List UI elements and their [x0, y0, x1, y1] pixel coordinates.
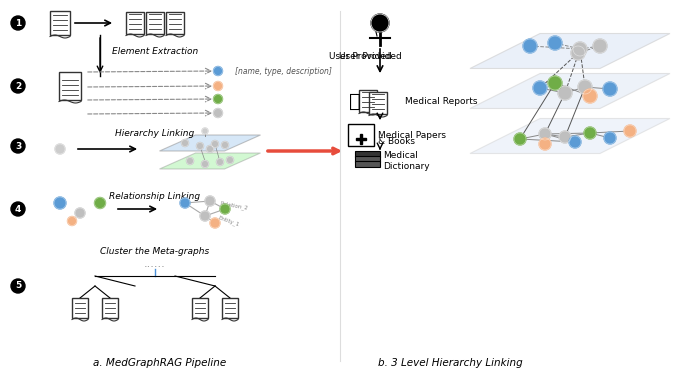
FancyBboxPatch shape: [102, 298, 118, 318]
FancyBboxPatch shape: [59, 72, 81, 100]
Circle shape: [548, 36, 562, 50]
Circle shape: [539, 128, 551, 140]
Circle shape: [371, 14, 389, 32]
Text: a. MedGraphRAG Pipeline: a. MedGraphRAG Pipeline: [94, 358, 226, 368]
Circle shape: [202, 128, 208, 134]
Circle shape: [94, 197, 106, 208]
Circle shape: [197, 142, 203, 149]
Circle shape: [216, 158, 224, 165]
Text: & Books: & Books: [378, 136, 415, 146]
Circle shape: [523, 39, 537, 53]
Circle shape: [573, 42, 587, 56]
Circle shape: [214, 82, 222, 91]
Circle shape: [533, 81, 547, 95]
Circle shape: [11, 202, 25, 216]
FancyBboxPatch shape: [192, 298, 208, 318]
Circle shape: [186, 157, 193, 165]
Text: 4: 4: [15, 205, 21, 213]
Circle shape: [75, 208, 85, 218]
Circle shape: [54, 197, 66, 209]
Circle shape: [578, 80, 592, 94]
Circle shape: [539, 138, 551, 150]
FancyBboxPatch shape: [369, 92, 387, 114]
FancyBboxPatch shape: [359, 90, 377, 112]
Circle shape: [55, 144, 65, 154]
Text: Medical Reports: Medical Reports: [405, 96, 477, 106]
Circle shape: [583, 89, 597, 103]
Text: [name, type, description]: [name, type, description]: [235, 67, 332, 75]
FancyBboxPatch shape: [355, 150, 380, 157]
Bar: [356, 138, 366, 140]
FancyBboxPatch shape: [348, 124, 374, 146]
Text: ......: ......: [144, 259, 166, 269]
Text: 2: 2: [15, 82, 21, 91]
Circle shape: [593, 39, 607, 53]
Text: Medical Papers: Medical Papers: [378, 131, 446, 139]
Text: 5: 5: [15, 282, 21, 290]
Text: User Provided: User Provided: [329, 51, 391, 61]
Text: Relationship Linking: Relationship Linking: [109, 192, 201, 200]
Circle shape: [604, 132, 616, 144]
Polygon shape: [159, 153, 260, 169]
Circle shape: [584, 127, 596, 139]
Text: Medical
Dictionary: Medical Dictionary: [383, 151, 430, 171]
Circle shape: [207, 146, 214, 152]
Bar: [360, 134, 362, 144]
Text: b. 3 Level Hierarchy Linking: b. 3 Level Hierarchy Linking: [378, 358, 522, 368]
Circle shape: [205, 196, 215, 206]
Circle shape: [201, 160, 209, 168]
Circle shape: [210, 218, 220, 228]
FancyBboxPatch shape: [126, 12, 144, 34]
Circle shape: [558, 86, 572, 100]
Circle shape: [214, 67, 222, 75]
Text: Relation_2: Relation_2: [220, 201, 250, 211]
Circle shape: [514, 133, 526, 145]
Text: 📋: 📋: [349, 91, 361, 110]
Circle shape: [624, 125, 636, 137]
Text: Hierarchy Linking: Hierarchy Linking: [115, 128, 195, 138]
Polygon shape: [470, 34, 670, 69]
Circle shape: [11, 139, 25, 153]
Circle shape: [11, 16, 25, 30]
Text: Entity_1: Entity_1: [218, 215, 241, 227]
Circle shape: [559, 131, 571, 143]
FancyBboxPatch shape: [355, 155, 380, 162]
FancyBboxPatch shape: [146, 12, 164, 34]
Circle shape: [182, 139, 188, 147]
Circle shape: [68, 216, 77, 226]
Circle shape: [180, 198, 190, 208]
Circle shape: [222, 141, 228, 149]
Text: Cluster the Meta-graphs: Cluster the Meta-graphs: [100, 247, 210, 256]
FancyBboxPatch shape: [166, 12, 184, 34]
Text: User Provided: User Provided: [338, 51, 401, 61]
Polygon shape: [159, 135, 260, 151]
Text: Element Extraction: Element Extraction: [112, 46, 198, 56]
Circle shape: [212, 141, 218, 147]
Circle shape: [226, 157, 233, 163]
Polygon shape: [470, 118, 670, 154]
Circle shape: [214, 109, 222, 117]
Text: 3: 3: [15, 141, 21, 150]
Text: 1: 1: [15, 19, 21, 27]
Circle shape: [569, 136, 581, 148]
Circle shape: [11, 79, 25, 93]
Circle shape: [571, 46, 585, 60]
FancyBboxPatch shape: [222, 298, 238, 318]
Circle shape: [548, 76, 562, 90]
Circle shape: [603, 82, 617, 96]
FancyBboxPatch shape: [50, 11, 70, 35]
Circle shape: [220, 204, 230, 214]
Circle shape: [200, 211, 210, 221]
Polygon shape: [470, 74, 670, 109]
FancyBboxPatch shape: [72, 298, 88, 318]
Circle shape: [11, 279, 25, 293]
Circle shape: [214, 94, 222, 104]
FancyBboxPatch shape: [355, 160, 380, 166]
